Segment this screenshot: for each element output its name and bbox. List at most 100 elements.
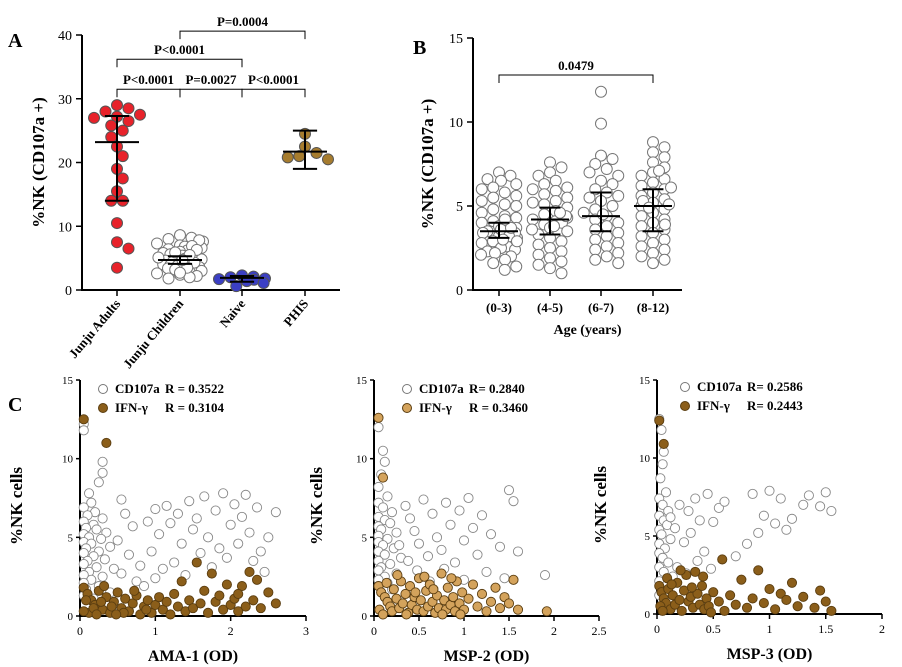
ifng-point <box>419 571 430 582</box>
x-tick-label: 1.5 <box>818 622 833 636</box>
data-point <box>561 225 574 238</box>
cd107a-point <box>169 557 180 568</box>
cd107a-point <box>97 513 108 524</box>
data-point <box>635 240 648 253</box>
cd107a-point <box>656 529 667 540</box>
cd107a-point <box>409 525 420 537</box>
cd107a-point <box>820 487 831 498</box>
ifng-point <box>142 595 153 606</box>
data-point <box>510 211 523 224</box>
data-point <box>111 236 123 249</box>
ifng-point <box>141 604 152 615</box>
y-tick-label: 10 <box>62 454 74 466</box>
data-point <box>122 115 135 128</box>
y-tick-label: 5 <box>68 532 74 544</box>
data-point <box>659 218 671 231</box>
significance-bracket <box>179 30 306 40</box>
panel-letter-a: A <box>8 30 23 52</box>
cd107a-point <box>694 515 705 526</box>
significance-bracket <box>116 58 243 68</box>
legend-marker <box>98 384 108 394</box>
data-point <box>504 169 517 182</box>
x-tick-label: Junju Children <box>120 296 187 372</box>
y-tick-label: 10 <box>356 454 368 466</box>
ifng-point <box>676 605 687 616</box>
data-point <box>658 243 671 256</box>
legend-marker <box>680 382 690 392</box>
ifng-point <box>381 577 392 589</box>
data-point <box>526 223 538 236</box>
cd107a-point <box>404 513 416 524</box>
cd107a-point <box>781 524 792 535</box>
cd107a-point <box>93 477 104 488</box>
data-point <box>653 164 665 177</box>
cd107a-point <box>377 445 389 456</box>
cd107a-point <box>436 544 447 555</box>
panel-letter-c: C <box>8 394 22 416</box>
x-tick-label: Naive <box>216 296 248 330</box>
data-point <box>612 226 625 239</box>
cd107a-point <box>770 518 781 529</box>
data-point <box>606 178 619 191</box>
x-tick-label: 1 <box>461 624 467 638</box>
ifng-point <box>666 579 677 590</box>
data-point <box>99 105 112 118</box>
data-point <box>544 156 556 169</box>
data-point <box>663 198 675 211</box>
x-tick-label: 1 <box>767 622 773 636</box>
data-point <box>475 183 488 196</box>
cd107a-point <box>176 538 187 549</box>
panel-a-chart: 0 10 20 30 40 %NK (CD107a +) Junju AdultsJunju… <box>29 14 340 371</box>
cd107a-point <box>97 467 108 478</box>
y-axis-title: %NK cells <box>307 467 326 545</box>
cd107a-point <box>244 527 255 538</box>
cd107a-point <box>236 511 248 522</box>
ifng-point <box>446 573 457 584</box>
data-point <box>647 247 659 260</box>
data-point <box>174 229 186 242</box>
cd107a-point <box>747 488 758 499</box>
data-point <box>635 169 648 182</box>
data-point <box>658 151 671 164</box>
ifng-point <box>654 415 665 426</box>
data-point <box>595 85 607 98</box>
data-point <box>487 191 500 204</box>
ifng-point <box>400 588 411 600</box>
ifng-point <box>708 587 719 598</box>
ifng-point <box>809 602 820 613</box>
x-tick-label: 2 <box>551 624 557 638</box>
ifng-point <box>165 609 176 620</box>
cd107a-point <box>195 548 206 559</box>
x-tick-label: (6-7) <box>588 300 614 315</box>
cd107a-point <box>187 524 199 535</box>
cd107a-point <box>154 529 165 540</box>
ifng-point <box>251 574 263 585</box>
data-point <box>589 243 602 256</box>
cd107a-point <box>503 485 515 496</box>
data-point <box>600 230 613 243</box>
y-axis-title: %NK cells <box>7 467 26 545</box>
data-point <box>116 124 129 137</box>
cd107a-point <box>775 493 786 504</box>
x-tick-label: 3 <box>303 624 309 638</box>
cd107a-point <box>713 502 724 513</box>
cd107a-point <box>78 559 89 570</box>
data-point <box>498 186 511 199</box>
ifng-point <box>129 585 140 596</box>
ifng-point <box>541 606 552 617</box>
data-point <box>665 181 677 194</box>
data-point <box>612 169 625 182</box>
data-point <box>538 208 551 221</box>
p-value-label: P<0.0001 <box>154 42 205 57</box>
data-point <box>116 172 129 185</box>
significance-bracket <box>116 88 181 98</box>
y-tick-label: 40 <box>58 29 72 44</box>
cd107a-point <box>97 456 108 467</box>
ifng-point <box>388 584 399 595</box>
data-point <box>481 173 494 186</box>
ifng-point <box>476 588 488 600</box>
ifng-point <box>736 574 747 585</box>
data-point <box>122 242 135 255</box>
y-tick-label: 0 <box>68 611 74 623</box>
cd107a-point <box>120 508 131 519</box>
